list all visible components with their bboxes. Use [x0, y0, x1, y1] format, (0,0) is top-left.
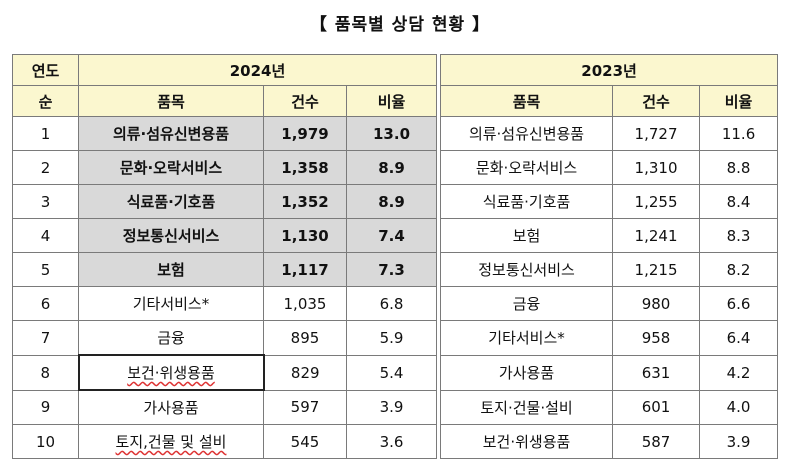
- item-2023-cell: 정보통신서비스: [440, 252, 614, 287]
- item-2024-cell: 가사용품: [78, 389, 264, 425]
- item-2024-text: 보건·위생용품: [127, 364, 215, 382]
- ratio-2024-cell: 13.0: [345, 116, 438, 151]
- item-2023-cell: 문화·오락서비스: [440, 150, 614, 185]
- ratio-2023-cell: 3.9: [699, 424, 779, 459]
- table-row: 6 기타서비스* 1,035 6.8 금융 980 6.6: [12, 286, 779, 321]
- table-row: 10 토지,건물 및 설비 545 3.6 보건·위생용품 587 3.9: [12, 424, 779, 459]
- year-header-row: 연도 2024년 2023년: [12, 54, 779, 86]
- rank-cell: 8: [12, 354, 79, 391]
- table-row: 5 보험 1,117 7.3 정보통신서비스 1,215 8.2: [12, 252, 779, 287]
- ratio-2023-cell: 6.6: [699, 286, 779, 321]
- rank-cell: 9: [12, 389, 79, 425]
- ratio-header-2023: 비율: [699, 85, 779, 117]
- count-2024-cell: 1,979: [263, 116, 347, 151]
- ratio-2023-cell: 8.4: [699, 184, 779, 219]
- count-2023-cell: 1,727: [612, 116, 701, 151]
- item-header-2024: 품목: [78, 85, 264, 117]
- consultation-table: 연도 2024년 2023년 순 품목 건수 비율 품목 건수 비율 1 의류·…: [12, 54, 779, 459]
- count-2024-cell: 895: [263, 320, 347, 356]
- item-2024-cell: 의류·섬유신변용품: [78, 116, 264, 151]
- count-2023-cell: 1,255: [612, 184, 701, 219]
- count-2023-cell: 631: [612, 354, 701, 391]
- count-2024-cell: 1,117: [263, 252, 347, 287]
- year-2023-header: 2023년: [440, 54, 779, 86]
- item-2024-cell-selected: 보건·위생용품: [77, 354, 265, 391]
- year-2024-header: 2024년: [77, 54, 438, 86]
- ratio-2023-cell: 11.6: [699, 116, 779, 151]
- rank-cell: 6: [12, 286, 79, 321]
- rank-cell: 4: [12, 218, 79, 253]
- table-row: 1 의류·섬유신변용품 1,979 13.0 의류·섬유신변용품 1,727 1…: [12, 116, 779, 151]
- item-2024-cell: 보험: [78, 252, 264, 287]
- count-2024-cell: 829: [263, 354, 347, 391]
- ratio-2023-cell: 8.8: [699, 150, 779, 185]
- item-2023-cell: 금융: [440, 286, 614, 321]
- ratio-2024-cell: 3.9: [345, 389, 438, 425]
- rank-cell: 3: [12, 184, 79, 219]
- count-2023-cell: 958: [612, 320, 701, 356]
- ratio-2024-cell: 7.3: [345, 252, 438, 287]
- count-2023-cell: 980: [612, 286, 701, 321]
- item-2024-cell: 토지,건물 및 설비: [78, 424, 264, 459]
- count-2023-cell: 1,310: [612, 150, 701, 185]
- count-2024-cell: 1,130: [263, 218, 347, 253]
- ratio-2024-cell: 8.9: [345, 184, 438, 219]
- ratio-header-2024: 비율: [345, 85, 438, 117]
- column-header-row: 순 품목 건수 비율 품목 건수 비율: [12, 85, 779, 117]
- ratio-2023-cell: 8.2: [699, 252, 779, 287]
- rank-cell: 7: [12, 320, 79, 356]
- item-2024-cell: 정보통신서비스: [78, 218, 264, 253]
- count-2024-cell: 597: [263, 389, 347, 425]
- rank-cell: 2: [12, 150, 79, 185]
- count-2024-cell: 545: [263, 424, 347, 459]
- item-header-2023: 품목: [440, 85, 614, 117]
- year-label: 연도: [12, 54, 79, 86]
- rank-cell: 5: [12, 252, 79, 287]
- item-2024-text: 토지,건물 및 설비: [115, 433, 227, 451]
- ratio-2023-cell: 4.0: [699, 389, 779, 425]
- count-2024-cell: 1,352: [263, 184, 347, 219]
- count-2024-cell: 1,358: [263, 150, 347, 185]
- item-2023-cell: 식료품·기호품: [440, 184, 614, 219]
- count-header-2024: 건수: [263, 85, 347, 117]
- count-2023-cell: 587: [612, 424, 701, 459]
- count-2023-cell: 601: [612, 389, 701, 425]
- count-header-2023: 건수: [612, 85, 701, 117]
- table-row: 9 가사용품 597 3.9 토지·건물·설비 601 4.0: [12, 389, 779, 425]
- ratio-2024-cell: 3.6: [345, 424, 438, 459]
- ratio-2024-cell: 7.4: [345, 218, 438, 253]
- rank-header: 순: [12, 85, 79, 117]
- page-title: 【 품목별 상담 현황 】: [309, 15, 491, 35]
- ratio-2024-cell: 6.8: [345, 286, 438, 321]
- ratio-2023-cell: 4.2: [699, 354, 779, 391]
- rank-cell: 1: [12, 116, 79, 151]
- count-2023-cell: 1,241: [612, 218, 701, 253]
- ratio-2024-cell: 8.9: [345, 150, 438, 185]
- item-2023-cell: 토지·건물·설비: [440, 389, 614, 425]
- ratio-2023-cell: 6.4: [699, 320, 779, 356]
- table-row: 4 정보통신서비스 1,130 7.4 보험 1,241 8.3: [12, 218, 779, 253]
- table-row: 8 보건·위생용품 829 5.4 가사용품 631 4.2: [12, 354, 779, 391]
- item-2023-cell: 가사용품: [440, 354, 614, 391]
- item-2024-cell: 기타서비스*: [78, 286, 264, 321]
- count-2024-cell: 1,035: [263, 286, 347, 321]
- ratio-2024-cell: 5.9: [345, 320, 438, 356]
- item-2024-cell: 식료품·기호품: [78, 184, 264, 219]
- item-2023-cell: 보건·위생용품: [440, 424, 614, 459]
- count-2023-cell: 1,215: [612, 252, 701, 287]
- item-2023-cell: 기타서비스*: [440, 320, 614, 356]
- rank-cell: 10: [12, 424, 79, 459]
- ratio-2024-cell: 5.4: [345, 354, 438, 391]
- ratio-2023-cell: 8.3: [699, 218, 779, 253]
- item-2024-cell: 문화·오락서비스: [78, 150, 264, 185]
- table-row: 2 문화·오락서비스 1,358 8.9 문화·오락서비스 1,310 8.8: [12, 150, 779, 185]
- item-2023-cell: 의류·섬유신변용품: [440, 116, 614, 151]
- table-row: 7 금융 895 5.9 기타서비스* 958 6.4: [12, 320, 779, 356]
- item-2024-cell: 금융: [78, 320, 264, 356]
- item-2023-cell: 보험: [440, 218, 614, 253]
- table-row: 3 식료품·기호품 1,352 8.9 식료품·기호품 1,255 8.4: [12, 184, 779, 219]
